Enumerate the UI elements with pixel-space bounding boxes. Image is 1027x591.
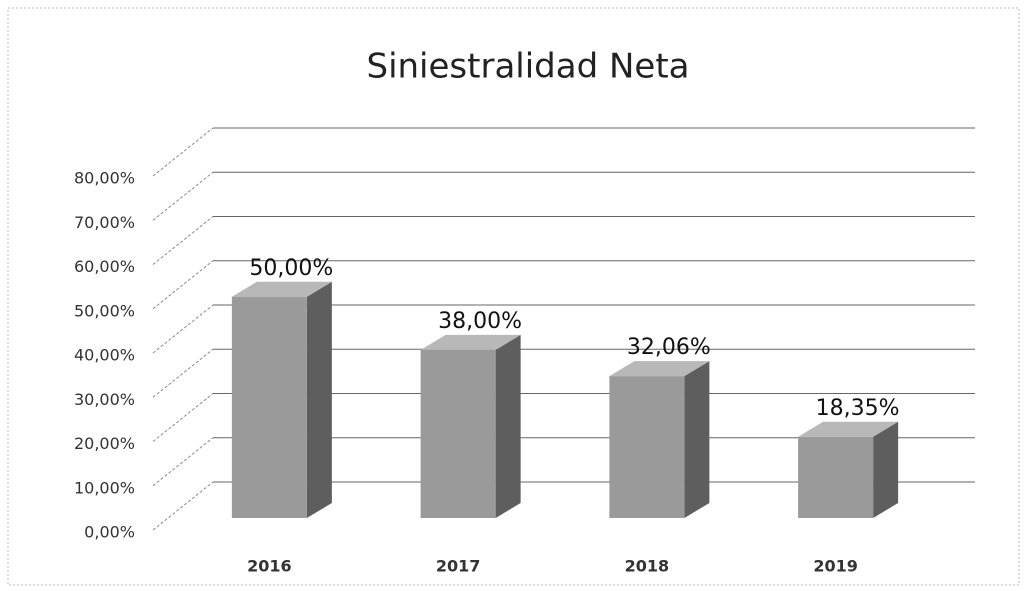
- bar: [420, 349, 496, 518]
- y-tick-label: 20,00%: [74, 434, 135, 453]
- y-tick-label: 10,00%: [74, 478, 135, 497]
- value-label: 50,00%: [249, 256, 333, 281]
- y-tick-label: 0,00%: [84, 523, 135, 542]
- bar: [609, 376, 685, 518]
- x-tick-label: 2017: [436, 557, 481, 576]
- value-label: 18,35%: [816, 396, 900, 421]
- y-tick-label: 60,00%: [74, 257, 135, 276]
- bar-top: [420, 334, 521, 350]
- grid-diagonal: [152, 393, 214, 442]
- grid-diagonal: [152, 481, 214, 531]
- y-tick-label: 70,00%: [74, 213, 135, 232]
- grid-diagonal: [152, 171, 214, 221]
- value-label: 38,00%: [438, 309, 522, 334]
- grid-diagonal: [152, 260, 214, 310]
- chart-title: Siniestralidad Neta: [366, 47, 689, 87]
- x-tick-label: 2016: [247, 557, 292, 576]
- bar: [798, 436, 874, 518]
- grid-diagonal: [152, 348, 214, 398]
- bar-top: [609, 361, 710, 377]
- bar-side: [873, 421, 899, 518]
- y-tick-label: 40,00%: [74, 346, 135, 365]
- grid-diagonal: [152, 304, 214, 354]
- value-label: 32,06%: [627, 335, 711, 360]
- bar-side: [306, 281, 332, 518]
- x-tick-label: 2019: [813, 557, 858, 576]
- bar-side: [495, 334, 521, 518]
- bar: [231, 296, 307, 518]
- x-tick-label: 2018: [625, 557, 670, 576]
- grid-diagonal: [152, 216, 214, 265]
- bar-top: [798, 421, 899, 437]
- y-tick-label: 50,00%: [74, 301, 135, 320]
- grid-diagonal: [152, 127, 214, 177]
- bar-top: [231, 281, 332, 297]
- y-tick-label: 30,00%: [74, 390, 135, 409]
- bar-side: [684, 361, 710, 518]
- grid-diagonal: [152, 437, 214, 487]
- y-tick-label: 80,00%: [74, 169, 135, 188]
- chart-border: [7, 7, 1020, 586]
